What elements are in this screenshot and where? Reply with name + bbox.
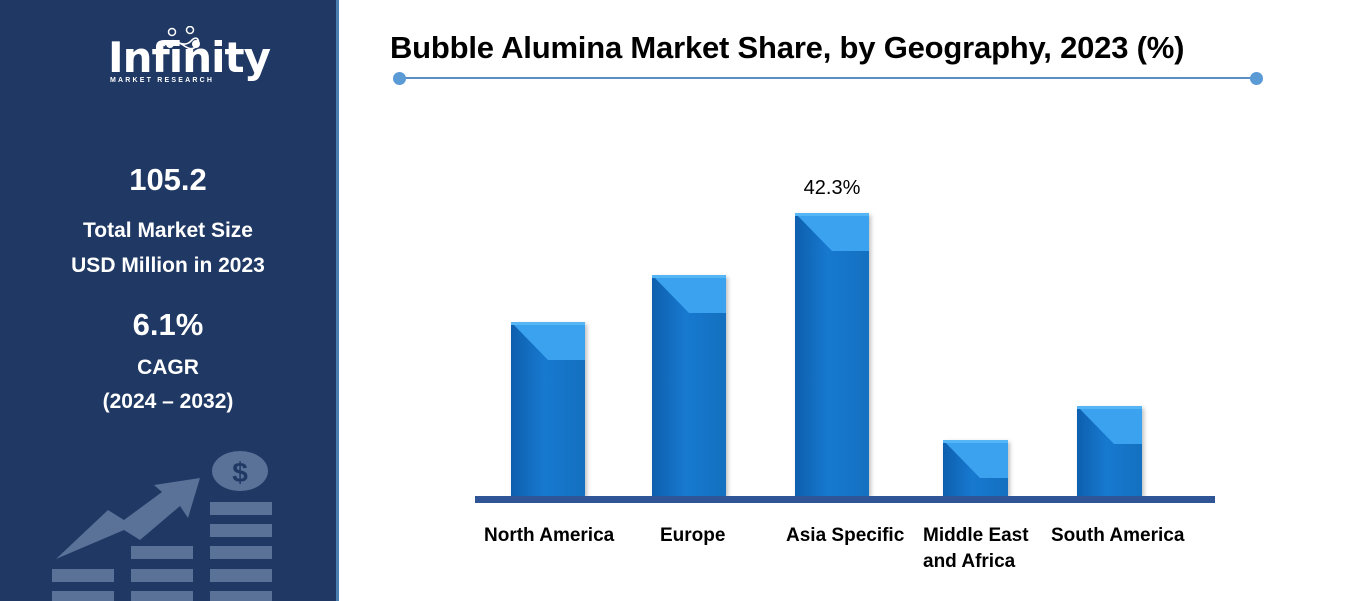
title-underline [398,77,1256,79]
market-size-value: 105.2 [129,162,207,197]
infinity-logo: Infinity MARKET RESEARCH [108,26,271,90]
category-label-europe: Europe [660,525,726,546]
title-rule-right-dot [1250,72,1263,85]
market-size-unit: USD Million in 2023 [71,254,265,277]
title-rule-left-dot [393,72,406,85]
data-label-asia-specific: 42.3% [803,177,861,199]
cagr-value: 6.1% [132,307,204,342]
market-size-label: Total Market Size [83,219,253,242]
svg-text:$: $ [232,457,248,488]
bar-south-america [1077,406,1142,496]
logo-subtitle: MARKET RESEARCH [110,77,215,84]
bar-middle-east-africa [943,440,1008,496]
logo-wordmark: Infinity [108,33,271,82]
summary-sidebar: Infinity MARKET RESEARCH 105.2 Total Mar… [0,0,336,601]
bar-europe [652,275,726,496]
cagr-period: (2024 – 2032) [102,390,234,413]
bar-asia-specific [795,213,869,496]
category-label-south-america: South America [1051,525,1185,546]
category-label-asia-specific: Asia Specific [786,525,905,546]
logo-figures-icon [163,26,200,50]
x-axis-baseline [475,496,1215,503]
sidebar-divider [336,0,339,601]
category-label-north-america: North America [484,525,615,546]
category-label-mea-line2: and Africa [923,551,1016,572]
category-label-middle-east-africa: Middle East and Africa [923,523,1029,575]
growth-chart-dollar-icon: $ [52,451,272,601]
chart-title: Bubble Alumina Market Share, by Geograph… [390,30,1185,65]
category-label-mea-line1: Middle East [923,525,1029,546]
bar-north-america [511,322,585,496]
cagr-label: CAGR [137,356,199,379]
